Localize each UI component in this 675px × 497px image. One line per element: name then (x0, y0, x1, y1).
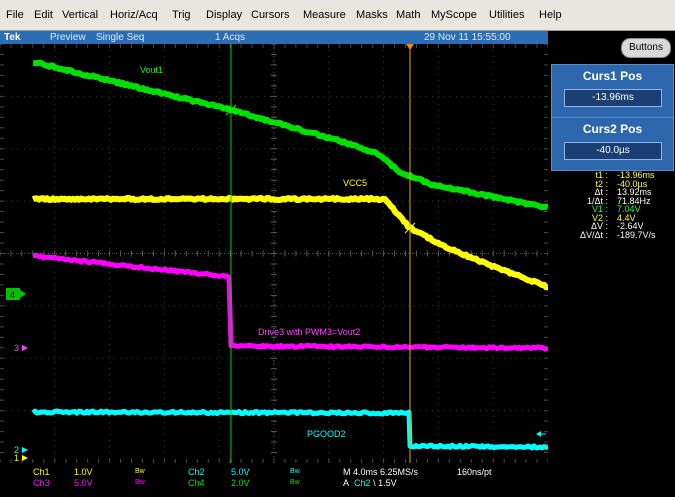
svg-text:3: 3 (14, 343, 19, 353)
ch4-label[interactable]: Ch4 (188, 478, 205, 488)
pgood2-label: PGOOD2 (307, 429, 346, 439)
waveform-display[interactable]: Vout1 VCC5 Drive3 with PWM3=Vout2 PGOOD2… (0, 44, 548, 463)
menu-cursors[interactable]: Cursors (251, 9, 290, 21)
ch1-label[interactable]: Ch1 (33, 467, 50, 477)
menu-bar: File Edit Vertical Horiz/Acq Trig Displa… (0, 0, 675, 31)
readout-row: t1 : -13.96ms (551, 171, 672, 180)
ch3-bandwidth: Bw (135, 478, 145, 488)
ch2-bandwidth: Bw (290, 467, 300, 477)
curs1-panel[interactable]: Curs1 Pos -13.96ms (551, 64, 674, 118)
readout-row: t2 : -40.0µs (551, 180, 672, 189)
status-bar: Tek Preview Single Seq 1 Acqs 29 Nov 11 … (0, 31, 548, 44)
ch4-scale[interactable]: 2.0V (231, 478, 250, 488)
trigger-readout[interactable]: A Ch2 \ 1.5V (343, 478, 397, 488)
trigger-slope-icon: \ (373, 478, 376, 488)
preview-status: Preview (50, 31, 86, 44)
trigger-source: Ch2 (354, 478, 371, 488)
resolution-readout: 160ns/pt (457, 467, 492, 477)
side-panel: Buttons Curs1 Pos -13.96ms Curs2 Pos -40… (548, 31, 675, 497)
waveform-graticule: Vout1 VCC5 Drive3 with PWM3=Vout2 PGOOD2… (0, 44, 548, 463)
ch2-label[interactable]: Ch2 (188, 467, 205, 477)
menu-masks[interactable]: Masks (356, 9, 388, 21)
menu-edit[interactable]: Edit (34, 9, 53, 21)
timebase-readout[interactable]: M 4.0ms 6.25MS/s (343, 467, 418, 477)
curs1-value[interactable]: -13.96ms (564, 89, 662, 107)
vout1-label: Vout1 (140, 65, 163, 75)
acquisition-mode: Single Seq (96, 31, 144, 44)
menu-file[interactable]: File (6, 9, 24, 21)
readout-row: 1/Δt :71.84Hz (551, 197, 672, 206)
ch3-scale[interactable]: 5.0V (74, 478, 93, 488)
vout1-waveform (33, 63, 548, 208)
menu-math[interactable]: Math (396, 9, 420, 21)
curs2-title: Curs2 Pos (552, 122, 673, 136)
buttons-button[interactable]: Buttons (621, 38, 671, 58)
trigger-mode: A (343, 478, 349, 488)
menu-measure[interactable]: Measure (303, 9, 346, 21)
curs1-title: Curs1 Pos (552, 69, 673, 83)
readout-row: V1 :7.04V (551, 205, 672, 214)
vcc5-label: VCC5 (343, 178, 367, 188)
ch1-bandwidth: Bw (135, 467, 145, 477)
ch4-ground-marker[interactable]: 4 (6, 288, 26, 300)
acquisition-count: 1 Acqs (215, 31, 245, 44)
menu-utilities[interactable]: Utilities (489, 9, 524, 21)
menu-trig[interactable]: Trig (172, 9, 191, 21)
menu-horiz-acq[interactable]: Horiz/Acq (110, 9, 158, 21)
brand-label: Tek (4, 31, 21, 44)
ch3-ground-marker[interactable]: 3 (14, 343, 28, 353)
readout-row: ΔV/Δt : -189.7V/s (551, 231, 672, 240)
ch1-scale[interactable]: 1.0V (74, 467, 93, 477)
drive3-label: Drive3 with PWM3=Vout2 (258, 327, 360, 337)
channel-settings-bar: Ch1 1.0V Bw Ch2 5.0V Bw Ch3 5.0V Bw Ch4 … (0, 463, 548, 497)
svg-text:1: 1 (14, 453, 19, 463)
trigger-position-marker (406, 44, 414, 50)
ch1-ground-marker[interactable]: 1 (14, 453, 28, 463)
ch3-label[interactable]: Ch3 (33, 478, 50, 488)
curs2-value[interactable]: -40.0µs (564, 142, 662, 160)
menu-myscope[interactable]: MyScope (431, 9, 477, 21)
readout-row: Δt :13.92ms (551, 188, 672, 197)
vcc5-waveform (33, 198, 548, 287)
date-time: 29 Nov 11 15:55:00 (424, 31, 511, 44)
menu-vertical[interactable]: Vertical (62, 9, 98, 21)
ch4-bandwidth: Bw (290, 478, 300, 488)
readout-label: ΔV/Δt : (580, 231, 608, 240)
pgood2-waveform (33, 411, 548, 448)
menu-display[interactable]: Display (206, 9, 242, 21)
svg-text:4: 4 (10, 290, 15, 300)
curs2-panel[interactable]: Curs2 Pos -40.0µs (551, 117, 674, 171)
trigger-level: 1.5V (378, 478, 397, 488)
cursor-readout: t1 : -13.96ms t2 : -40.0µs Δt :13.92ms 1/Δt :… (551, 171, 672, 239)
ch2-scale[interactable]: 5.0V (231, 467, 250, 477)
menu-help[interactable]: Help (539, 9, 562, 21)
readout-value: -189.7V/s (617, 231, 656, 240)
readout-row: V2 :4.4V (551, 214, 672, 223)
